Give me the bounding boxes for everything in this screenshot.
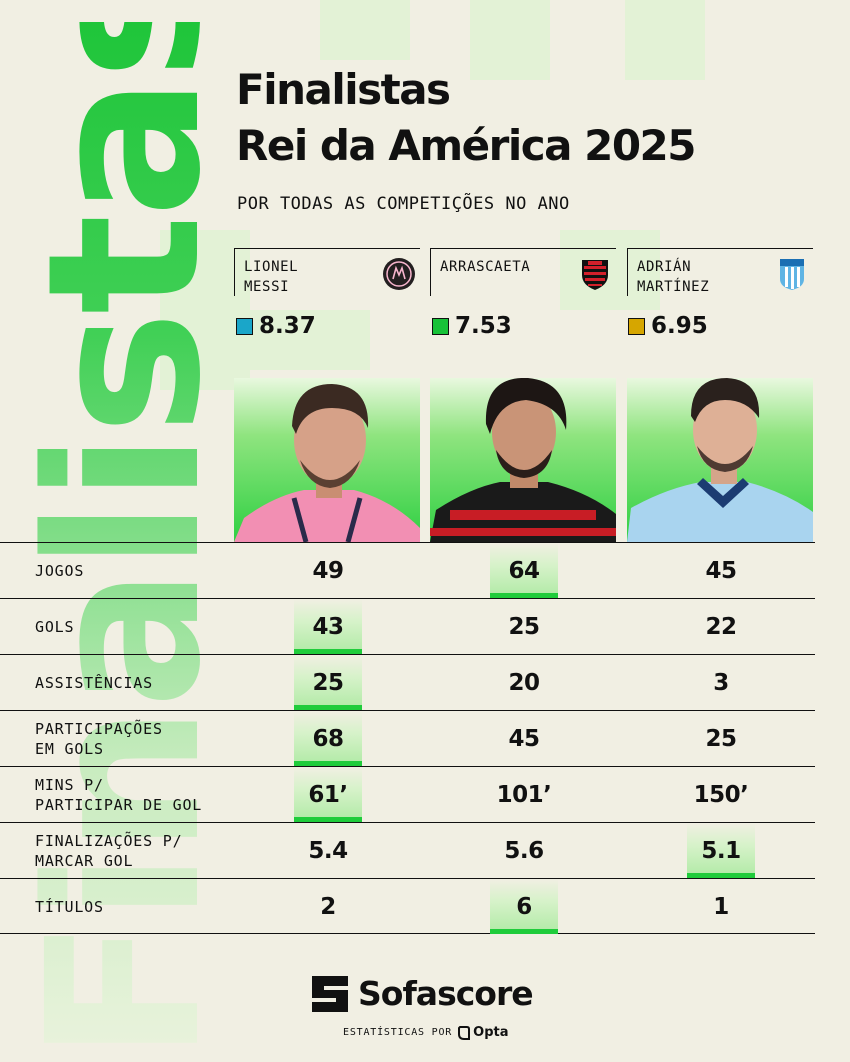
- player-photo-martinez: [627, 378, 813, 542]
- stat-row: MINS P/ PARTICIPAR DE GOL 61’ 101’ 150’: [0, 766, 815, 822]
- racing-crest-icon: [780, 259, 804, 290]
- opta-brand: Opta: [458, 1025, 508, 1040]
- player-header-martinez: ADRIÁN MARTÍNEZ: [627, 248, 813, 296]
- rating-martinez: 6.95: [628, 313, 708, 339]
- stat-row: GOLS 43 25 22: [0, 598, 815, 654]
- rating-swatch: [628, 317, 645, 335]
- rating-messi: 8.37: [236, 313, 316, 339]
- stat-row: FINALIZAÇÕES P/ MARCAR GOL 5.4 5.6 5.1: [0, 822, 815, 878]
- title-line-2: Rei da América 2025: [236, 121, 697, 170]
- stat-label: ASSISTÊNCIAS: [35, 673, 153, 692]
- stat-label: PARTICIPAÇÕES EM GOLS: [35, 719, 163, 758]
- stat-row: JOGOS 49 64 45: [0, 542, 815, 598]
- stat-value: 101’: [496, 781, 552, 808]
- credit-label: ESTATÍSTICAS POR: [343, 1027, 453, 1038]
- stat-value: 49: [312, 557, 344, 584]
- rating-value: 8.37: [259, 313, 316, 339]
- stat-row: TÍTULOS 2 6 1: [0, 878, 815, 934]
- stat-value-best: 68: [294, 711, 362, 766]
- stat-value: 22: [705, 613, 737, 640]
- stat-label: FINALIZAÇÕES P/ MARCAR GOL: [35, 831, 183, 870]
- stat-value: 5.6: [504, 837, 544, 864]
- stat-value: 3: [713, 669, 729, 696]
- stat-label: TÍTULOS: [35, 897, 104, 916]
- rating-value: 7.53: [455, 313, 512, 339]
- inter-miami-crest-icon: [383, 258, 415, 290]
- stat-value-best: 61’: [294, 767, 362, 822]
- stat-value-best: 64: [490, 543, 558, 598]
- stat-row: ASSISTÊNCIAS 25 20 3: [0, 654, 815, 710]
- rating-arrascaeta: 7.53: [432, 313, 512, 339]
- rating-swatch: [432, 317, 449, 335]
- stat-row: PARTICIPAÇÕES EM GOLS 68 45 25: [0, 710, 815, 766]
- rating-value: 6.95: [651, 313, 708, 339]
- stat-label: GOLS: [35, 617, 75, 636]
- flamengo-crest-icon: [582, 260, 608, 290]
- rating-swatch: [236, 317, 253, 335]
- stat-value-best: 5.1: [687, 823, 755, 878]
- sofascore-logo-icon: [312, 975, 348, 1012]
- stat-value: 20: [508, 669, 540, 696]
- stats-credit: ESTATÍSTICAS POR Opta: [343, 1025, 508, 1040]
- brand-name: Sofascore: [358, 974, 534, 1013]
- sofascore-logo: Sofascore: [312, 974, 534, 1013]
- stat-value: 5.4: [308, 837, 348, 864]
- stat-value: 45: [508, 725, 540, 752]
- title-line-1: Finalistas: [236, 65, 451, 114]
- player-name: ARRASCAETA: [440, 259, 531, 275]
- player-photo-arrascaeta: [430, 378, 616, 542]
- subtitle: POR TODAS AS COMPETIÇÕES NO ANO: [237, 194, 570, 214]
- stat-value-best: 25: [294, 655, 362, 710]
- player-header-arrascaeta: ARRASCAETA: [430, 248, 616, 296]
- opta-icon: [458, 1025, 471, 1040]
- stat-value: 25: [508, 613, 540, 640]
- page-title: Finalistas Rei da América 2025: [236, 62, 697, 174]
- stat-label: JOGOS: [35, 561, 85, 580]
- player-header-messi: LIONEL MESSI: [234, 248, 420, 296]
- stat-value: 25: [705, 725, 737, 752]
- stat-value: 45: [705, 557, 737, 584]
- player-name: LIONEL MESSI: [244, 259, 299, 295]
- stats-table: JOGOS 49 64 45 GOLS 43 25 22 ASSISTÊNCIAS 25 20 3 PA…: [0, 542, 815, 934]
- stat-value-best: 43: [294, 599, 362, 654]
- opta-label: Opta: [473, 1025, 509, 1040]
- stat-value-best: 6: [490, 879, 558, 934]
- player-photo-messi: [234, 378, 420, 542]
- stat-value: 2: [320, 893, 336, 920]
- stat-value: 1: [713, 893, 729, 920]
- stat-value: 150’: [693, 781, 749, 808]
- stat-label: MINS P/ PARTICIPAR DE GOL: [35, 775, 203, 814]
- player-name: ADRIÁN MARTÍNEZ: [637, 259, 710, 295]
